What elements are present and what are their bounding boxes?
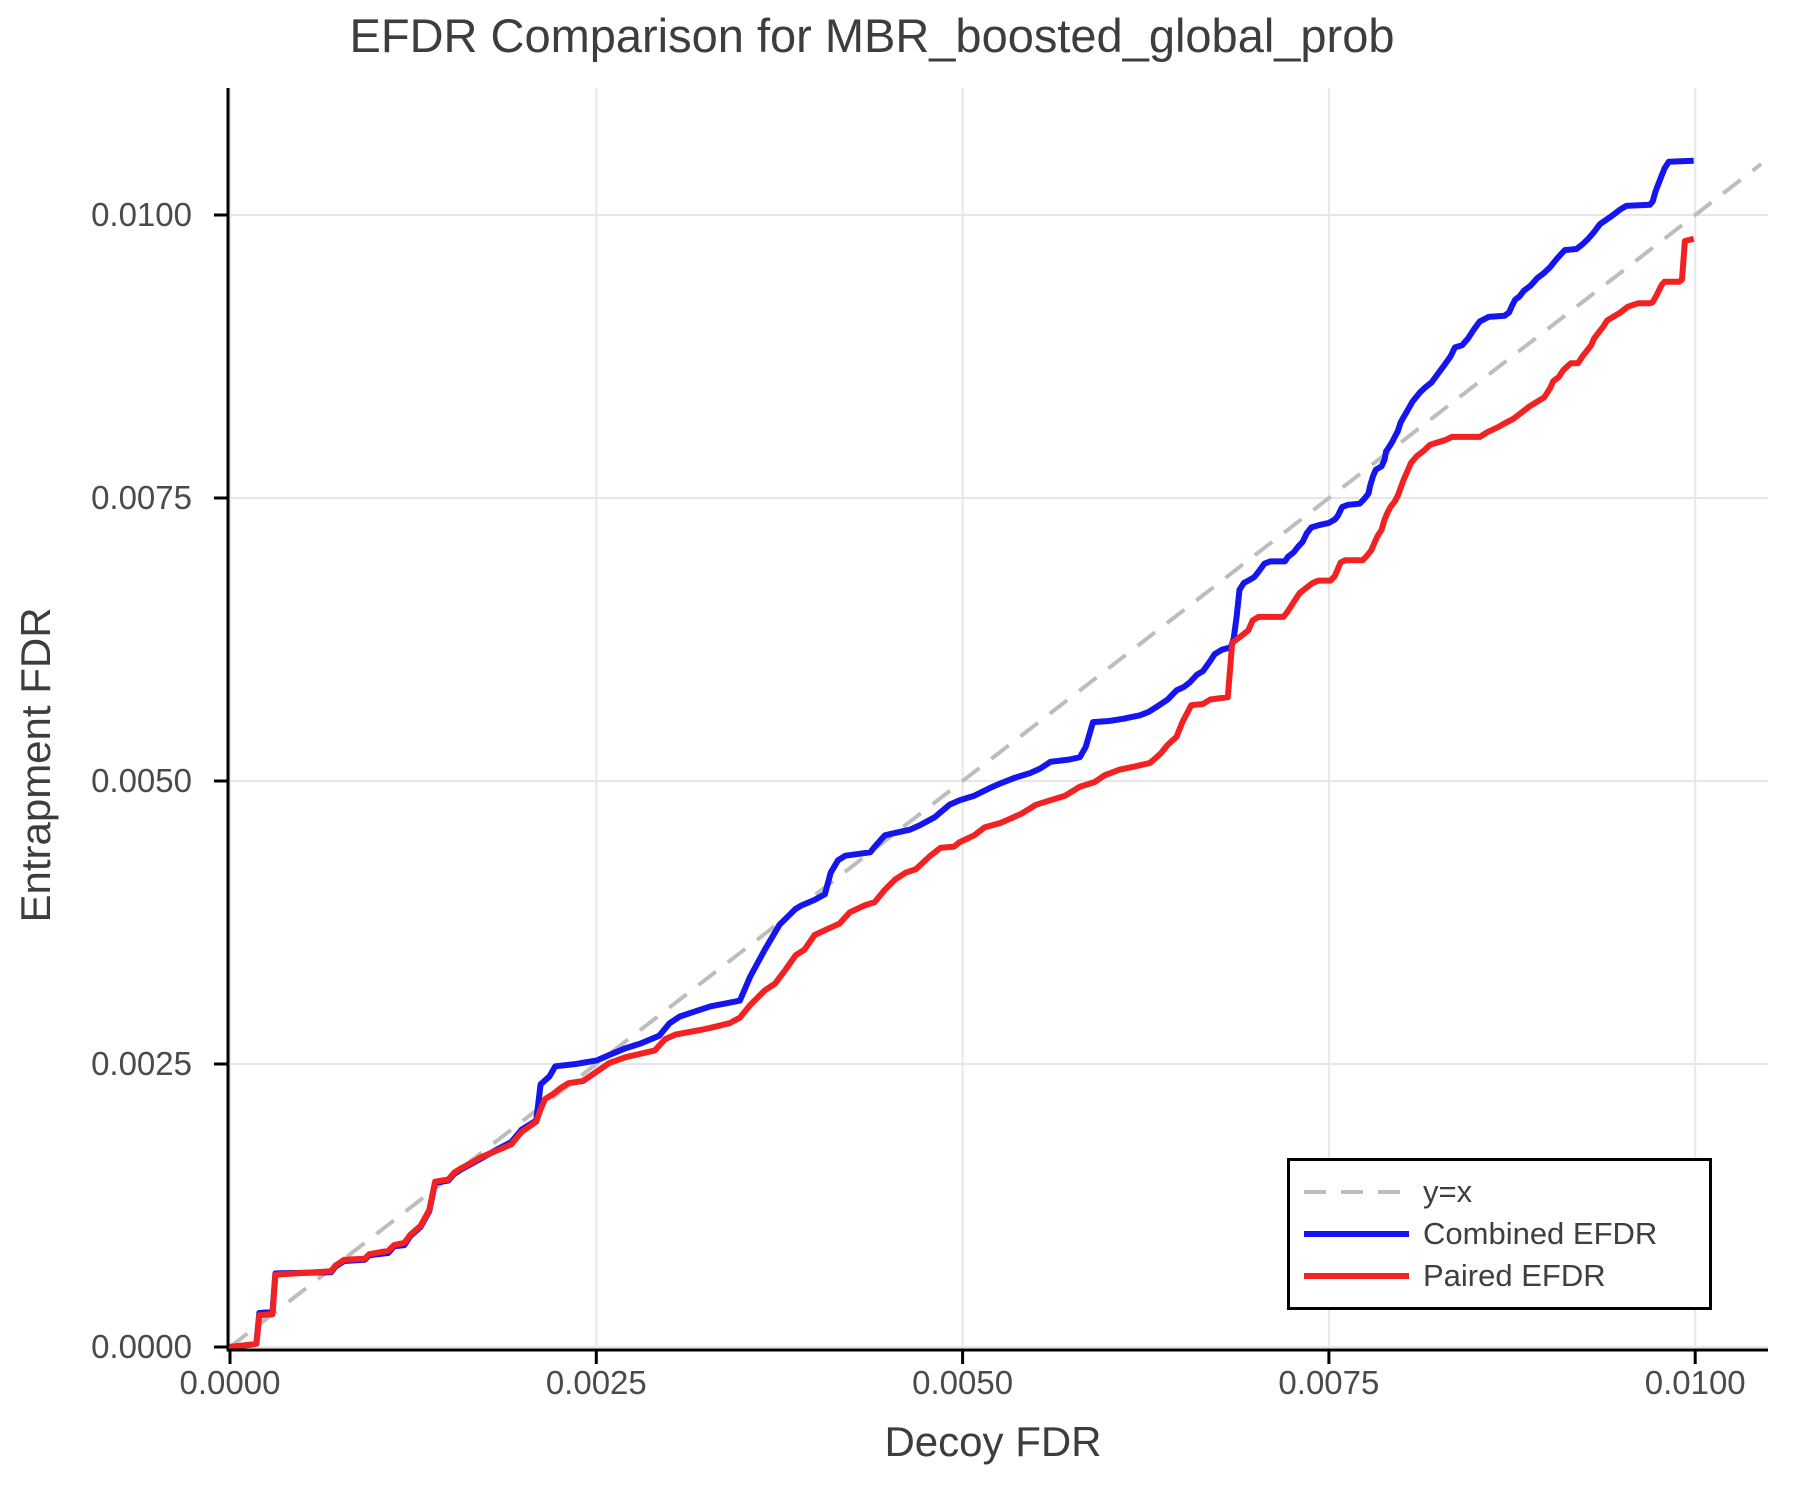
series-y-x <box>228 162 1763 1349</box>
y-axis-label: Entrapment FDR <box>12 607 59 923</box>
diagonal-line-sample-icon <box>1304 1190 1409 1194</box>
legend: y=x Combined EFDR Paired EFDR <box>1287 1158 1712 1310</box>
legend-row-diagonal: y=x <box>1304 1174 1695 1210</box>
legend-row-combined: Combined EFDR <box>1304 1216 1695 1252</box>
paired-line-sample-icon <box>1304 1273 1409 1279</box>
y-tick-label-0.0000: 0.0000 <box>91 1328 192 1365</box>
legend-label-paired: Paired EFDR <box>1423 1258 1606 1293</box>
x-tick-label-0.0100: 0.0100 <box>1644 1364 1746 1401</box>
x-tick-label-0.0050: 0.0050 <box>912 1364 1014 1401</box>
y-tick-label-0.0025: 0.0025 <box>91 1045 192 1082</box>
combined-line-sample-icon <box>1304 1231 1409 1237</box>
y-tick-label-0.0050: 0.0050 <box>91 762 192 799</box>
legend-label-diagonal: y=x <box>1423 1174 1473 1209</box>
y-tick-label-0.0100: 0.0100 <box>91 196 192 233</box>
legend-row-paired: Paired EFDR <box>1304 1258 1695 1294</box>
x-tick-label-0.0075: 0.0075 <box>1278 1364 1380 1401</box>
series-paired-efdr <box>229 235 1695 1350</box>
x-axis-label: Decoy FDR <box>884 1418 1102 1465</box>
x-tick-label-0.0025: 0.0025 <box>545 1364 647 1401</box>
chart-title: EFDR Comparison for MBR_boosted_global_p… <box>349 9 1395 62</box>
y-tick-label-0.0075: 0.0075 <box>91 479 192 516</box>
legend-label-combined: Combined EFDR <box>1423 1216 1658 1251</box>
series-combined-efdr <box>229 157 1694 1350</box>
x-tick-label-0.0000: 0.0000 <box>179 1364 281 1401</box>
